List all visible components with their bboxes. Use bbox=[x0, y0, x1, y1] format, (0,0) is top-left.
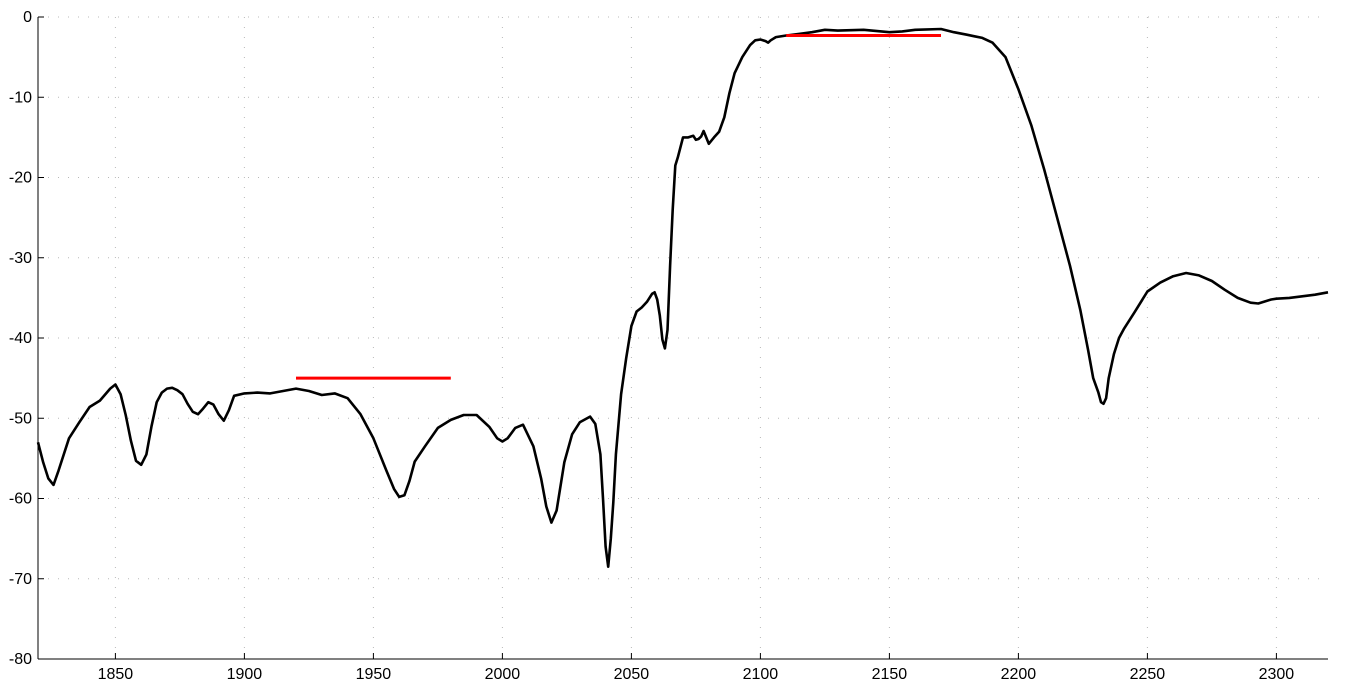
x-tick-label: 1900 bbox=[227, 666, 263, 683]
y-tick-label: -80 bbox=[9, 651, 32, 668]
x-tick-label: 2150 bbox=[872, 666, 908, 683]
y-tick-label: -60 bbox=[9, 491, 32, 508]
y-tick-label: -50 bbox=[9, 410, 32, 427]
x-tick-label: 1950 bbox=[356, 666, 392, 683]
grid bbox=[38, 16, 1328, 660]
y-tick-label: -10 bbox=[9, 89, 32, 106]
y-tick-label: -30 bbox=[9, 250, 32, 267]
response-curve-line bbox=[36, 27, 1329, 569]
x-tick-label: 2300 bbox=[1259, 666, 1295, 683]
x-tick-label: 2100 bbox=[743, 666, 779, 683]
y-tick-label: -40 bbox=[9, 330, 32, 347]
x-axis-ticks: 1850 1900 1950 2000 2050 2100 2150 2200 2250 2300 bbox=[98, 653, 1295, 683]
x-tick-label: 2200 bbox=[1001, 666, 1037, 683]
series-layer bbox=[36, 27, 1329, 569]
x-tick-label: 2250 bbox=[1130, 666, 1166, 683]
x-tick-label: 2000 bbox=[485, 666, 521, 683]
y-tick-label: 0 bbox=[23, 9, 32, 26]
y-tick-label: -70 bbox=[9, 571, 32, 588]
x-tick-label: 1850 bbox=[98, 666, 134, 683]
axes bbox=[37, 17, 1328, 660]
y-axis-ticks: 0 -10 -20 -30 -40 -50 -60 -70 -80 bbox=[9, 9, 44, 668]
x-tick-label: 2050 bbox=[614, 666, 650, 683]
y-tick-label: -20 bbox=[9, 170, 32, 187]
